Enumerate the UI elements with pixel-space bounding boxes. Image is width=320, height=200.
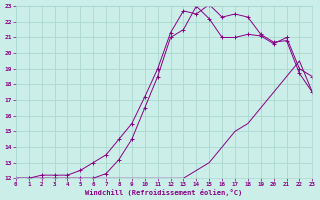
X-axis label: Windchill (Refroidissement éolien,°C): Windchill (Refroidissement éolien,°C)	[85, 189, 243, 196]
